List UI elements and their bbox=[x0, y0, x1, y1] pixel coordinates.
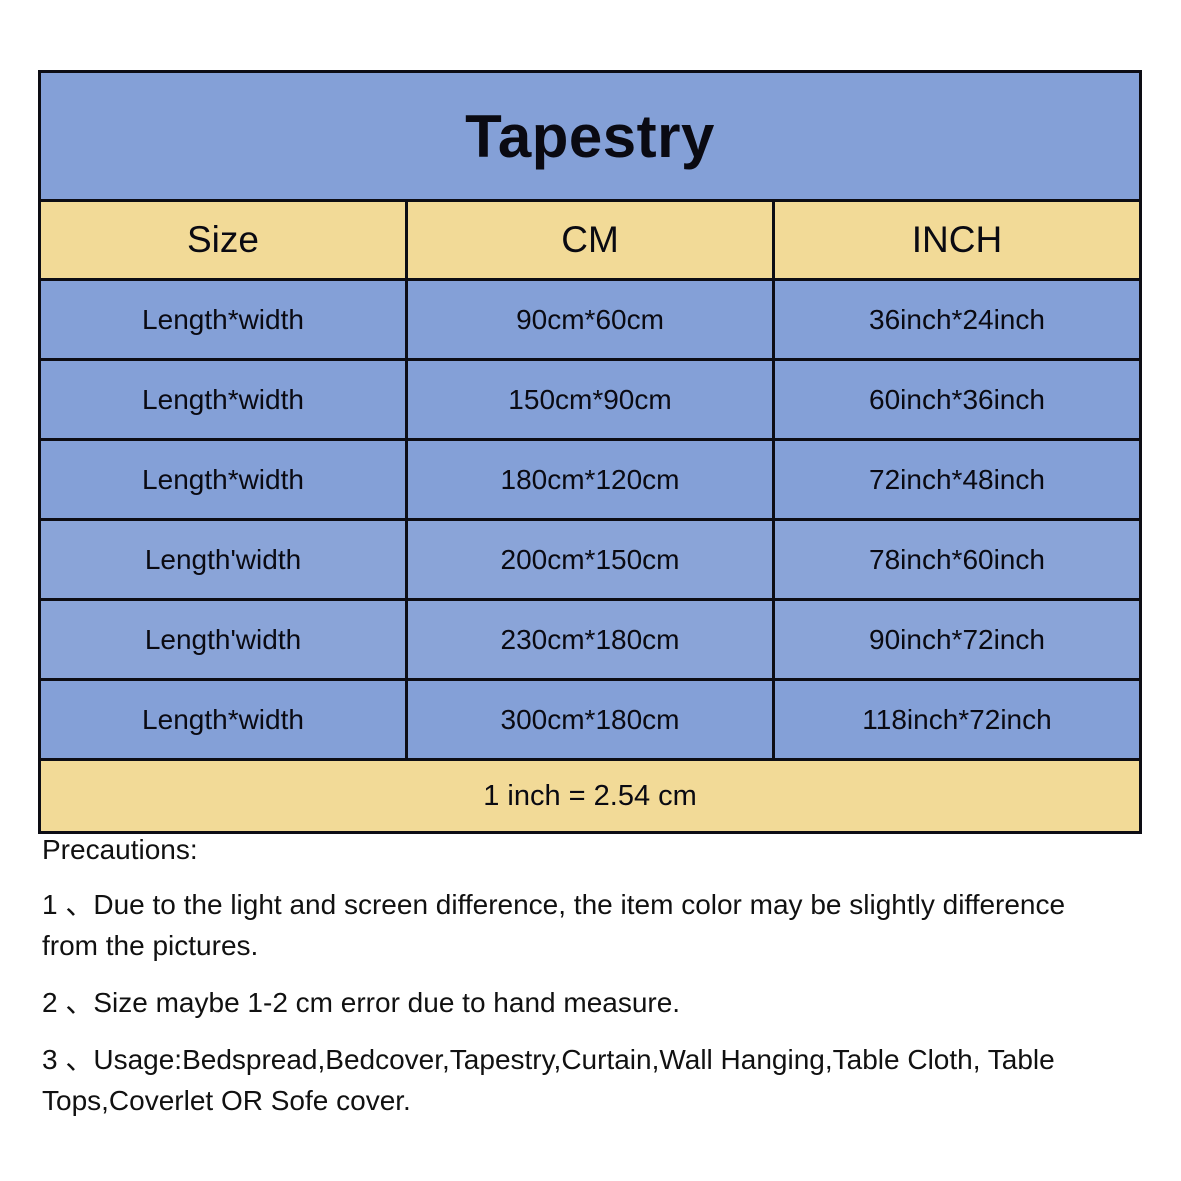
cell-inch: 78inch*60inch bbox=[772, 518, 1142, 601]
precaution-item-1: 1 、Due to the light and screen differenc… bbox=[42, 889, 1066, 961]
size-table-container: Tapestry Size CM INCH Length*width 90cm*… bbox=[38, 70, 1142, 834]
cell-inch: 60inch*36inch bbox=[772, 358, 1142, 441]
precautions-section: Precautions: 1 、Due to the light and scr… bbox=[42, 828, 1142, 1121]
cell-size: Length*width bbox=[38, 438, 408, 521]
table-title-row: Tapestry bbox=[38, 70, 1142, 202]
cell-cm: 90cm*60cm bbox=[405, 278, 775, 361]
unit-conversion-note: 1 inch = 2.54 cm bbox=[38, 758, 1142, 834]
table-row: Length'width 230cm*180cm 90inch*72inch bbox=[38, 598, 1142, 681]
cell-inch: 118inch*72inch bbox=[772, 678, 1142, 761]
column-header-inch: INCH bbox=[772, 199, 1142, 281]
cell-inch: 72inch*48inch bbox=[772, 438, 1142, 521]
table-title: Tapestry bbox=[38, 70, 1142, 202]
table-header-row: Size CM INCH bbox=[38, 199, 1142, 281]
cell-size: Length'width bbox=[38, 598, 408, 681]
table-row: Length*width 300cm*180cm 118inch*72inch bbox=[38, 678, 1142, 761]
size-table: Tapestry Size CM INCH Length*width 90cm*… bbox=[38, 70, 1142, 834]
cell-inch: 90inch*72inch bbox=[772, 598, 1142, 681]
table-row: Length*width 90cm*60cm 36inch*24inch bbox=[38, 278, 1142, 361]
precaution-item-3: 3 、Usage:Bedspread,Bedcover,Tapestry,Cur… bbox=[42, 1044, 1055, 1116]
cell-inch: 36inch*24inch bbox=[772, 278, 1142, 361]
table-row: Length'width 200cm*150cm 78inch*60inch bbox=[38, 518, 1142, 601]
column-header-size: Size bbox=[38, 199, 408, 281]
cell-size: Length*width bbox=[38, 358, 408, 441]
table-row: Length*width 150cm*90cm 60inch*36inch bbox=[38, 358, 1142, 441]
cell-cm: 150cm*90cm bbox=[405, 358, 775, 441]
cell-cm: 300cm*180cm bbox=[405, 678, 775, 761]
table-footer-row: 1 inch = 2.54 cm bbox=[38, 758, 1142, 834]
cell-cm: 180cm*120cm bbox=[405, 438, 775, 521]
cell-size: Length*width bbox=[38, 678, 408, 761]
cell-size: Length*width bbox=[38, 278, 408, 361]
cell-cm: 200cm*150cm bbox=[405, 518, 775, 601]
cell-cm: 230cm*180cm bbox=[405, 598, 775, 681]
precaution-item-2: 2 、Size maybe 1-2 cm error due to hand m… bbox=[42, 987, 681, 1018]
column-header-cm: CM bbox=[405, 199, 775, 281]
table-row: Length*width 180cm*120cm 72inch*48inch bbox=[38, 438, 1142, 521]
precautions-title: Precautions: bbox=[42, 834, 198, 865]
cell-size: Length'width bbox=[38, 518, 408, 601]
